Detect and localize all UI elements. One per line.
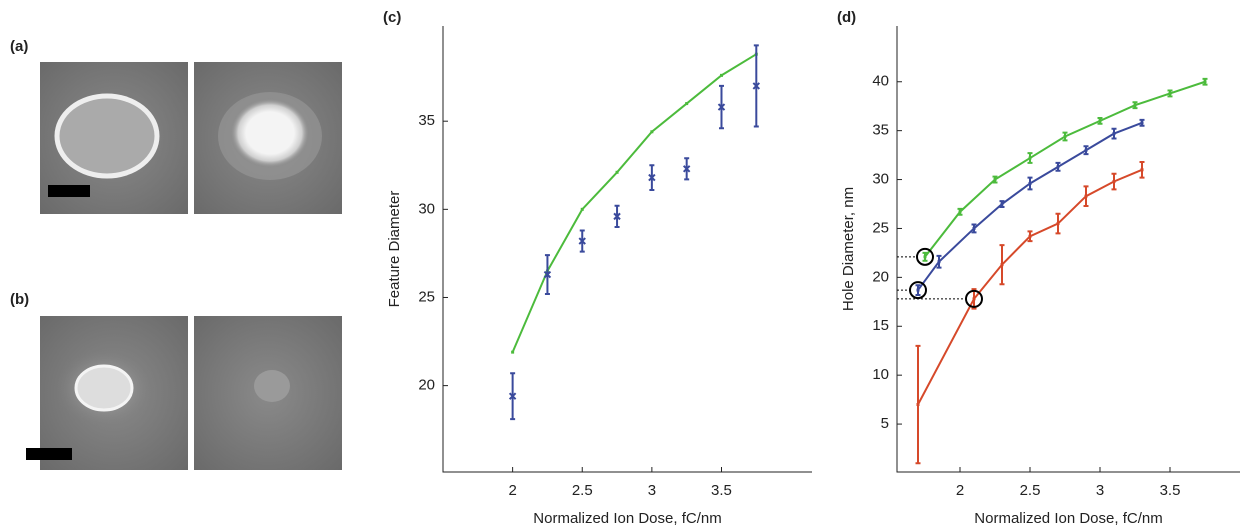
panel-label: (a) (10, 38, 28, 55)
series-line (511, 53, 757, 353)
y-tick-label: 30 (418, 200, 435, 217)
y-axis-label: Hole Diameter, nm (840, 187, 857, 311)
y-tick-label: 30 (872, 171, 889, 188)
y-tick-label: 15 (872, 317, 889, 334)
marker (1028, 156, 1032, 160)
marker (1056, 165, 1060, 169)
series-line (924, 80, 1206, 258)
y-tick-label: 10 (872, 366, 889, 383)
marker (682, 165, 691, 173)
marker (508, 392, 517, 400)
marker (580, 207, 584, 211)
marker (1133, 103, 1137, 107)
y-tick-label: 35 (872, 122, 889, 139)
marker (1112, 132, 1116, 136)
panel-label: (c) (383, 9, 401, 26)
marker (1084, 148, 1088, 152)
marker (916, 403, 920, 407)
marker (916, 288, 920, 292)
y-tick-label: 25 (872, 219, 889, 236)
marker (1028, 234, 1032, 238)
marker (972, 226, 976, 230)
marker (650, 130, 654, 134)
marker (937, 260, 941, 264)
marker (972, 297, 976, 301)
highlight-circle (965, 289, 983, 308)
x-tick-label: 2 (956, 482, 964, 499)
x-tick-label: 2.5 (572, 482, 593, 499)
highlight-circle (916, 247, 934, 266)
x-tick-label: 2 (508, 482, 516, 499)
micrograph-a1 (40, 62, 188, 214)
y-tick-label: 25 (418, 288, 435, 305)
marker (613, 212, 621, 221)
marker (1028, 181, 1032, 185)
marker (958, 210, 962, 214)
marker (1140, 168, 1144, 172)
axis (442, 26, 812, 473)
marker (719, 73, 723, 77)
marker (511, 350, 515, 354)
highlight-circle (909, 281, 927, 300)
marker (923, 255, 927, 259)
x-tick-label: 3 (648, 482, 656, 499)
marker (648, 173, 656, 182)
marker (1112, 180, 1116, 184)
x-axis-label: Normalized Ion Dose, fC/nm (974, 510, 1162, 527)
marker (1000, 202, 1004, 206)
marker (752, 82, 761, 90)
marker (1203, 80, 1207, 84)
x-tick-label: 3.5 (711, 482, 732, 499)
x-tick-label: 2.5 (1020, 482, 1041, 499)
marker (1063, 135, 1067, 139)
x-tick-label: 3.5 (1160, 482, 1181, 499)
marker (993, 178, 997, 182)
axis (896, 26, 1240, 473)
marker (615, 170, 619, 174)
series-line (917, 168, 1143, 405)
marker (1056, 222, 1060, 226)
marker (1140, 121, 1144, 125)
y-tick-label: 35 (418, 112, 435, 129)
x-tick-label: 3 (1096, 482, 1104, 499)
marker (1098, 119, 1102, 123)
panel-label: (b) (10, 291, 29, 308)
marker (1000, 263, 1004, 267)
panel-label: (d) (837, 9, 856, 26)
marker (1168, 91, 1172, 95)
y-tick-label: 20 (872, 268, 889, 285)
marker (717, 103, 726, 111)
micrograph-a2 (194, 62, 342, 214)
series-line (917, 121, 1143, 291)
micrograph-b1 (26, 316, 188, 470)
y-tick-label: 20 (418, 377, 435, 394)
marker (578, 237, 586, 245)
x-axis-label: Normalized Ion Dose, fC/nm (533, 510, 721, 527)
y-tick-label: 40 (872, 73, 889, 90)
marker (685, 102, 689, 106)
y-tick-label: 5 (881, 415, 889, 432)
marker (543, 270, 552, 279)
micrograph-b2 (194, 316, 342, 470)
y-axis-label: Feature Diameter (386, 191, 403, 308)
marker (1084, 194, 1088, 198)
